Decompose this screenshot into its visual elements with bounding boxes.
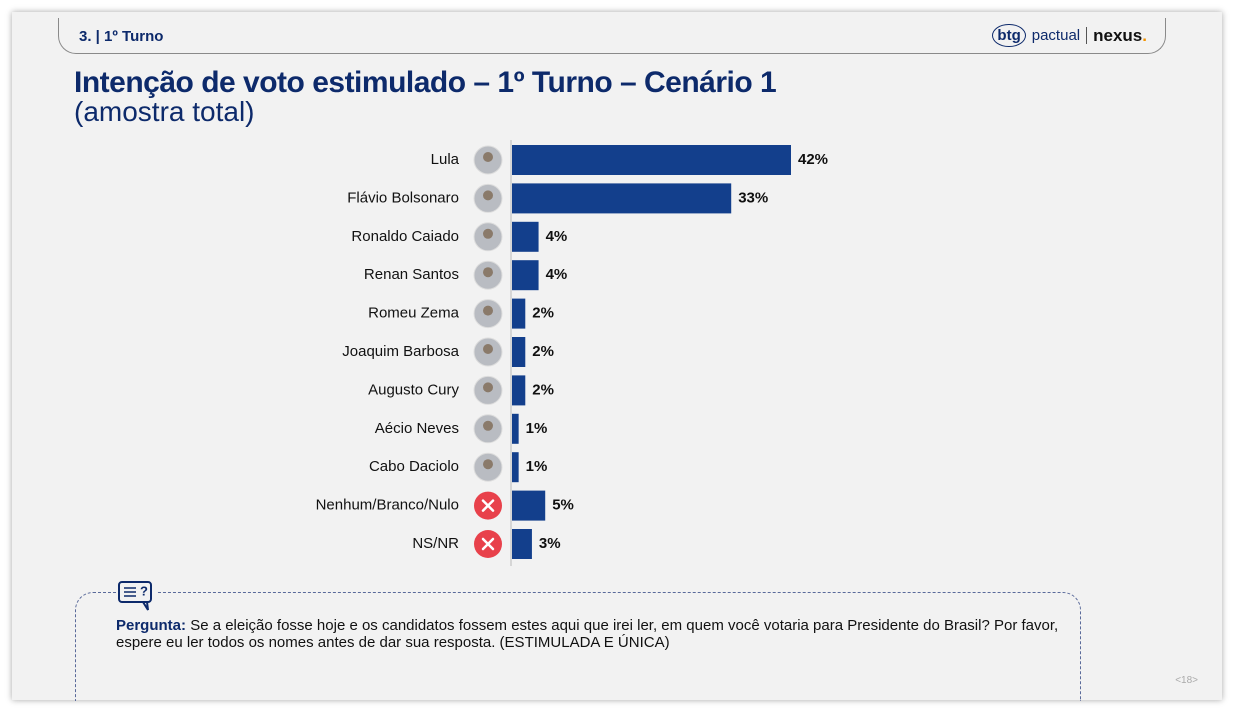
candidate-photo-head — [483, 190, 493, 201]
category-label: NS/NR — [412, 535, 459, 552]
section-label: 3. | 1º Turno — [79, 28, 164, 45]
candidate-photo-head — [483, 267, 493, 278]
chart-subtitle: (amostra total) — [74, 96, 255, 127]
value-label: 4% — [546, 228, 568, 245]
question-icon: ? — [116, 579, 156, 613]
candidate-photo-head — [483, 459, 493, 470]
category-label: Joaquim Barbosa — [342, 343, 459, 360]
bar — [512, 375, 526, 406]
bar — [512, 413, 519, 444]
candidate-photo-head — [483, 382, 493, 393]
candidate-photo-head — [483, 344, 493, 354]
value-label: 1% — [526, 458, 548, 475]
value-label: 2% — [532, 381, 554, 398]
candidate-photo-head — [483, 152, 493, 162]
none-icon-x — [481, 499, 495, 512]
bar — [512, 529, 532, 559]
value-label: 1% — [526, 420, 548, 437]
chart: Lula 42% Flávio Bolsonaro 33% Ronaldo Caiado… — [316, 140, 828, 566]
category-label: Romeu Zema — [368, 305, 460, 322]
bar — [512, 452, 519, 483]
bar — [512, 260, 539, 291]
header: 3. | 1º Turno btg pactual nexus — [58, 18, 1166, 54]
question-box: ? Pergunta: Se a eleição fosse hoje e os… — [75, 579, 1081, 701]
value-label: 4% — [546, 266, 568, 283]
logo-nexus: nexus — [1093, 26, 1147, 46]
logos: btg pactual nexus — [992, 24, 1147, 47]
question: Pergunta: Se a eleição fosse hoje e os c… — [116, 617, 1066, 651]
candidate-photo-head — [483, 305, 493, 316]
category-label: Augusto Cury — [368, 381, 459, 398]
candidate-photo-head — [483, 420, 493, 431]
bar — [512, 183, 732, 214]
question-text: Se a eleição fosse hoje e os candidatos … — [116, 617, 1059, 651]
bar — [512, 221, 539, 252]
value-label: 5% — [552, 497, 574, 514]
category-label: Ronaldo Caiado — [351, 228, 459, 245]
value-label: 33% — [738, 189, 768, 206]
bar — [512, 337, 526, 367]
none-icon-x — [481, 537, 495, 551]
logo-btg: btg — [992, 24, 1026, 47]
logo-pactual: pactual — [1032, 27, 1088, 44]
candidate-photo-head — [483, 228, 493, 239]
category-label: Aécio Neves — [375, 420, 459, 437]
category-label: Cabo Daciolo — [369, 458, 459, 475]
value-label: 2% — [532, 343, 554, 360]
chart-title: Intenção de voto estimulado – 1º Turno –… — [74, 66, 777, 99]
value-label: 42% — [798, 151, 828, 168]
value-label: 3% — [539, 535, 561, 552]
value-label: 2% — [532, 305, 554, 322]
slide: 3. | 1º Turno btg pactual nexus Intenção… — [12, 12, 1222, 701]
bar — [512, 298, 526, 329]
svg-text:?: ? — [140, 583, 148, 598]
question-label: Pergunta: — [116, 617, 187, 634]
category-label: Nenhum/Branco/Nulo — [316, 497, 459, 514]
category-label: Lula — [431, 151, 460, 168]
page-number: <18> — [1175, 675, 1198, 686]
category-label: Renan Santos — [364, 266, 459, 283]
bar — [512, 145, 791, 175]
bar — [512, 490, 546, 521]
category-label: Flávio Bolsonaro — [347, 189, 459, 206]
